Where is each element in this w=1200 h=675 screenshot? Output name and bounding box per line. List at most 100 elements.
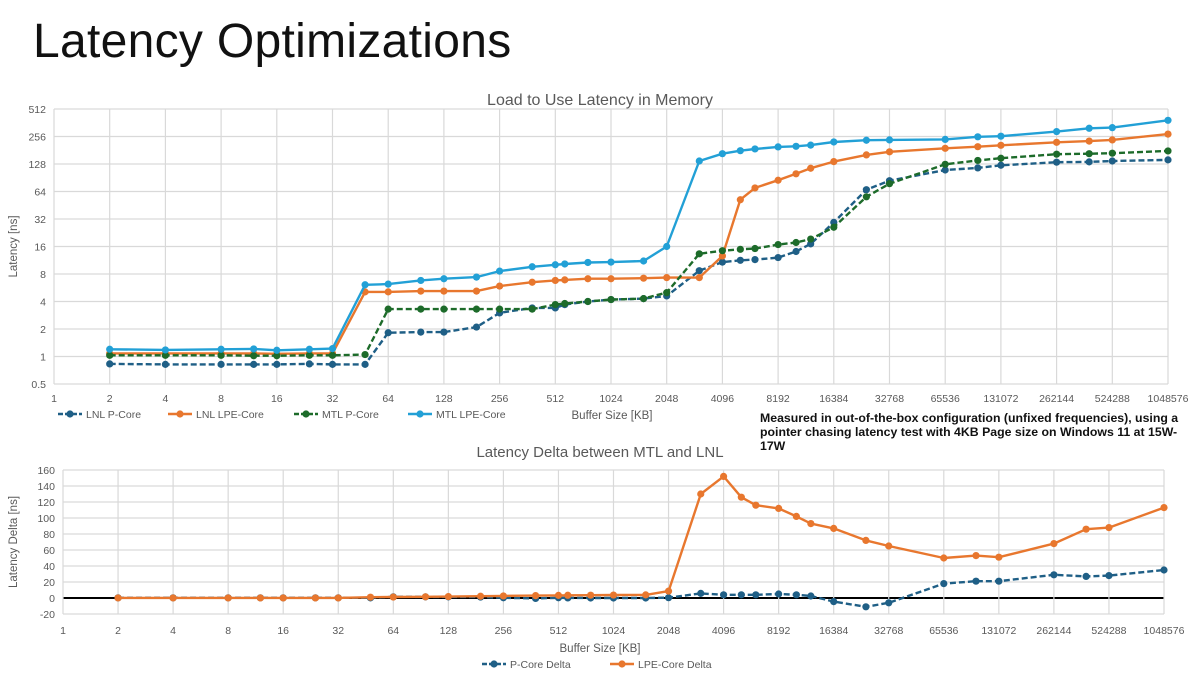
data-point bbox=[862, 151, 870, 159]
data-point bbox=[736, 256, 744, 264]
data-point bbox=[736, 245, 744, 253]
data-point bbox=[885, 542, 893, 550]
x-tick-label: 8 bbox=[218, 393, 224, 405]
data-point bbox=[607, 258, 615, 266]
data-point bbox=[695, 267, 703, 275]
x-tick-label: 2048 bbox=[657, 625, 681, 637]
x-tick-label: 2 bbox=[115, 625, 121, 637]
data-point bbox=[720, 472, 728, 480]
data-point bbox=[862, 536, 870, 545]
x-tick-label: 2 bbox=[107, 393, 113, 405]
data-point bbox=[250, 360, 258, 368]
data-point bbox=[1164, 156, 1172, 164]
data-point bbox=[792, 512, 800, 521]
data-point bbox=[217, 351, 225, 359]
data-point bbox=[830, 157, 838, 166]
x-tick-label: 16 bbox=[271, 393, 283, 405]
data-point bbox=[792, 142, 800, 150]
x-tick-label: 32 bbox=[332, 625, 344, 637]
x-tick-label: 4 bbox=[162, 393, 168, 405]
x-tick-label: 128 bbox=[440, 625, 458, 637]
data-point bbox=[472, 287, 481, 295]
data-point bbox=[528, 263, 536, 271]
legend-label: P-Core Delta bbox=[510, 659, 571, 671]
data-point bbox=[472, 305, 481, 313]
data-point bbox=[775, 504, 783, 512]
y-tick-label: 120 bbox=[37, 497, 55, 509]
data-point bbox=[584, 297, 592, 306]
y-tick-label: 80 bbox=[43, 529, 55, 541]
data-point bbox=[273, 360, 281, 368]
data-point bbox=[561, 276, 569, 284]
x-tick-label: 256 bbox=[491, 393, 509, 405]
data-point bbox=[1108, 157, 1116, 165]
data-point bbox=[561, 299, 569, 308]
y-tick-label: 8 bbox=[40, 269, 46, 281]
data-point bbox=[1050, 540, 1058, 548]
data-point bbox=[584, 258, 592, 267]
data-point bbox=[334, 594, 342, 602]
data-point bbox=[775, 590, 783, 598]
data-point bbox=[421, 593, 430, 601]
data-point bbox=[792, 170, 800, 178]
data-point bbox=[217, 345, 225, 353]
data-point bbox=[554, 591, 563, 599]
series-line-p-core-delta bbox=[118, 568, 1165, 608]
data-point bbox=[328, 360, 337, 368]
data-point bbox=[774, 176, 782, 184]
data-point bbox=[305, 360, 313, 368]
data-point bbox=[751, 244, 759, 253]
x-tick-label: 524288 bbox=[1091, 625, 1126, 637]
data-point bbox=[697, 490, 705, 498]
legend-swatch-marker bbox=[66, 410, 74, 418]
page-title: Latency Optimizations bbox=[33, 15, 512, 68]
data-point bbox=[1164, 116, 1172, 124]
data-point bbox=[328, 351, 337, 359]
data-point bbox=[792, 247, 800, 256]
x-tick-label: 512 bbox=[547, 393, 565, 405]
data-point bbox=[417, 305, 425, 313]
chart-title: Load to Use Latency in Memory bbox=[487, 92, 713, 109]
data-point bbox=[736, 196, 744, 204]
y-tick-label: 0 bbox=[49, 593, 55, 605]
y-tick-label: 20 bbox=[43, 577, 55, 589]
data-point bbox=[1082, 572, 1090, 581]
data-point bbox=[384, 329, 392, 337]
x-tick-label: 8192 bbox=[767, 625, 791, 637]
data-point bbox=[528, 278, 536, 286]
data-point bbox=[997, 161, 1005, 169]
data-point bbox=[532, 592, 540, 600]
data-point bbox=[250, 345, 258, 353]
legend-label: LNL LPE-Core bbox=[196, 409, 264, 421]
data-point bbox=[472, 273, 481, 281]
data-point bbox=[551, 300, 559, 309]
data-point bbox=[1085, 158, 1093, 166]
legend-swatch-marker bbox=[618, 660, 626, 668]
x-tick-label: 32768 bbox=[875, 393, 904, 405]
legend-label: LPE-Core Delta bbox=[638, 659, 712, 671]
y-tick-label: 512 bbox=[28, 104, 46, 116]
data-point bbox=[792, 238, 800, 247]
data-point bbox=[551, 261, 559, 269]
data-point bbox=[417, 328, 425, 336]
data-point bbox=[972, 552, 980, 560]
data-point bbox=[224, 594, 232, 602]
data-point bbox=[862, 136, 870, 144]
data-point bbox=[995, 553, 1003, 561]
x-tick-label: 16384 bbox=[819, 625, 848, 637]
data-point bbox=[417, 276, 425, 285]
data-point bbox=[273, 352, 281, 360]
data-point bbox=[941, 135, 949, 143]
x-axis-label: Buffer Size [KB] bbox=[572, 410, 653, 422]
x-tick-label: 262144 bbox=[1036, 625, 1071, 637]
data-point bbox=[885, 599, 893, 607]
data-point bbox=[862, 193, 870, 201]
data-point bbox=[1050, 571, 1058, 579]
data-point bbox=[718, 258, 727, 266]
y-tick-label: 16 bbox=[34, 242, 46, 254]
data-point bbox=[440, 275, 448, 283]
data-point bbox=[974, 133, 982, 141]
data-point bbox=[384, 305, 392, 313]
data-point bbox=[862, 603, 870, 611]
